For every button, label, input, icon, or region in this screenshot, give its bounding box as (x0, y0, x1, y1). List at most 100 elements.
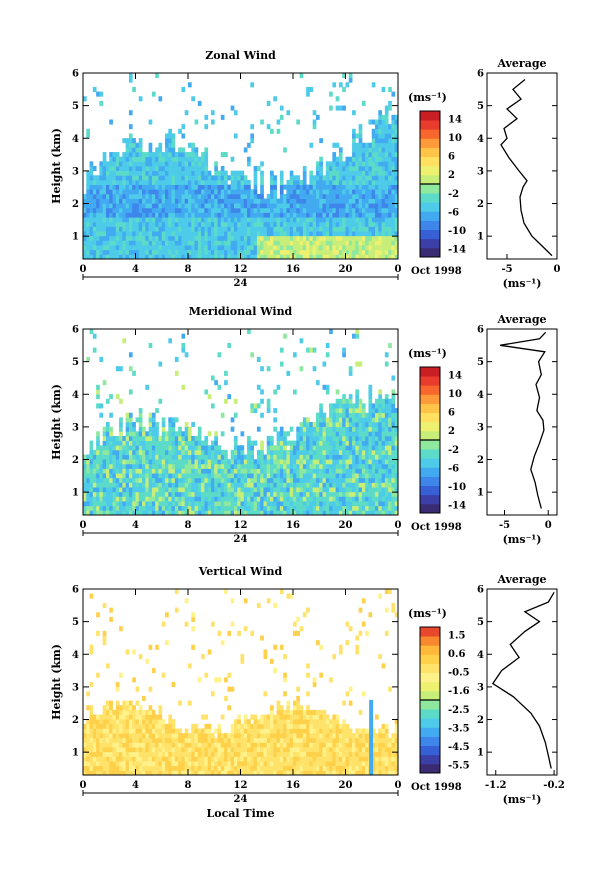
heatmap-cell (289, 240, 294, 246)
heatmap-cell (322, 384, 327, 390)
heatmap-cell (266, 473, 271, 479)
heatmap-cell (132, 142, 136, 148)
heatmap-cell (371, 245, 376, 251)
heatmap-cell (345, 245, 350, 251)
heatmap-cell (191, 440, 195, 446)
heatmap-cell (142, 212, 146, 218)
heatmap-cell (217, 384, 222, 390)
heatmap-cell (207, 723, 212, 729)
heatmap-cell (102, 156, 107, 162)
heatmap-cell (348, 477, 353, 483)
heatmap-cell (230, 240, 235, 246)
heatmap-cell (214, 203, 218, 209)
heatmap-cell (381, 417, 386, 423)
heatmap-cell (247, 254, 251, 259)
heatmap-cell (155, 175, 159, 181)
heatmap-cell (283, 482, 287, 488)
heatmap-cell (128, 417, 133, 423)
heatmap-cell (201, 179, 205, 185)
heatmap-cell (89, 477, 94, 483)
heatmap-cell (260, 231, 264, 237)
heatmap-cell (338, 403, 343, 409)
heatmap-cell (332, 142, 337, 148)
heatmap-cell (299, 231, 304, 237)
heatmap-cell (256, 491, 261, 497)
heatmap-cell (151, 454, 156, 460)
heatmap-cell (96, 221, 100, 227)
heatmap-cell (371, 463, 376, 469)
heatmap-cell (188, 152, 192, 158)
heatmap-cell (348, 217, 353, 223)
heatmap-cell (151, 510, 156, 515)
heatmap-cell (378, 398, 382, 404)
heatmap-cell (89, 649, 94, 655)
heatmap-cell (96, 189, 100, 195)
heatmap-cell (361, 496, 366, 502)
heatmap-cell (342, 175, 346, 181)
heatmap-cell (319, 175, 323, 181)
heatmap-cell (256, 166, 261, 172)
heatmap-cell (125, 459, 130, 465)
heatmap-cell (165, 747, 169, 753)
heatmap-cell (371, 175, 376, 181)
heatmap-cell (329, 221, 333, 227)
heatmap-cell (329, 105, 333, 111)
heatmap-cell (86, 454, 90, 460)
heatmap-cell (355, 491, 360, 497)
heatmap-cell (361, 217, 366, 223)
heatmap-cell (329, 254, 333, 259)
heatmap-cell (224, 189, 228, 195)
heatmap-cell (210, 770, 215, 775)
heatmap-cell (138, 240, 143, 246)
heatmap-cell (210, 463, 215, 469)
heatmap-cell (128, 254, 133, 259)
heatmap-cell (191, 482, 195, 488)
heatmap-cell (86, 510, 90, 515)
heatmap-cell (109, 189, 113, 195)
heatmap-cell (293, 505, 297, 511)
heatmap-cell (92, 719, 97, 725)
heatmap-cell (309, 170, 314, 176)
heatmap-cell (158, 714, 163, 720)
heatmap-cell (151, 184, 156, 190)
heatmap-cell (384, 184, 389, 190)
y-tick-label: 3 (72, 422, 79, 433)
heatmap-cell (220, 254, 225, 259)
heatmap-cell (378, 133, 382, 139)
heatmap-cell (142, 723, 146, 729)
heatmap-cell (188, 510, 192, 515)
heatmap-cell (227, 496, 232, 502)
heatmap-cell (194, 170, 199, 176)
heatmap-cell (332, 487, 337, 493)
heatmap-cell (375, 491, 379, 497)
heatmap-cell (335, 449, 340, 455)
heatmap-cell (145, 487, 150, 493)
heatmap-cell (119, 240, 123, 246)
heatmap-cell (161, 733, 166, 739)
heatmap-cell (174, 728, 179, 734)
heatmap-cell (171, 459, 176, 465)
heatmap-cell (122, 459, 127, 465)
heatmap-cell (315, 431, 320, 437)
heatmap-cell (125, 751, 130, 757)
heatmap-cell (109, 756, 113, 762)
heatmap-cell (243, 510, 248, 515)
heatmap-cell (306, 207, 310, 213)
heatmap-cell (361, 417, 366, 423)
heatmap-cell (102, 254, 107, 259)
heatmap-cell (161, 765, 166, 771)
heatmap-cell (122, 742, 127, 748)
heatmap-cell (329, 445, 333, 451)
heatmap-cell (171, 468, 176, 474)
heatmap-cell (128, 142, 133, 148)
heatmap-cell (365, 417, 369, 423)
heatmap-cell (83, 212, 87, 218)
heatmap-cell (197, 226, 202, 232)
heatmap-cell (128, 733, 133, 739)
heatmap-cell (315, 426, 320, 432)
heatmap-cell (201, 473, 205, 479)
heatmap-cell (112, 501, 117, 507)
heatmap-cell (299, 473, 304, 479)
heatmap-cell (161, 719, 166, 725)
heatmap-cell (240, 491, 245, 497)
